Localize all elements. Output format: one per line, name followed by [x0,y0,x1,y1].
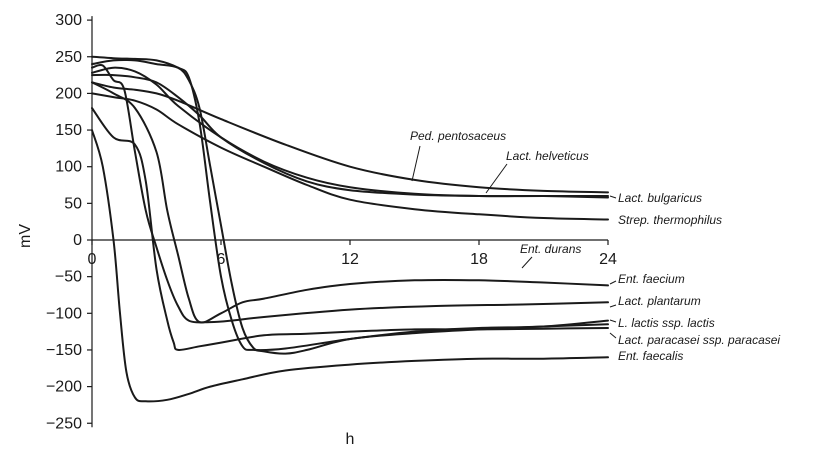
series-label-strep-thermophilus: Strep. thermophilus [618,213,722,227]
leader-line-ent-durans [521,256,533,269]
y-tick-label: −50 [55,269,82,286]
series-label-lact-helveticus: Lact. helveticus [506,149,589,163]
series-label-ent-faecium: Ent. faecium [618,272,685,286]
leader-line-lact-plantarum [609,304,617,308]
series-label-ent-durans: Ent. durans [520,242,581,256]
x-tick-label: 6 [217,251,226,268]
leader-line-ent-faecium [609,280,617,285]
y-tick-label: 50 [64,195,82,212]
y-tick-label: 150 [55,122,82,139]
y-tick-label: 0 [73,232,82,249]
series-line-strep-thermophilus [91,92,609,221]
y-tick-label: −200 [46,379,82,396]
series-label-ped-pentosaceus: Ped. pentosaceus [410,129,506,143]
series-line-l-lactis-ssp-lactis [91,55,609,352]
series-line-ent-faecalis [91,129,609,403]
series-line-lact-paracasei-ssp-paracasei [91,107,609,351]
leader-line-l-lactis-ssp-lactis [609,319,617,323]
x-tick-label: 18 [470,251,488,268]
series-label-lact-bulgaricus: Lact. bulgaricus [618,191,702,205]
y-tick-label: 100 [55,159,82,176]
series-label-lact-paracasei-ssp-paracasei: Lact. paracasei ssp. paracasei [618,333,780,347]
series-label-lact-plantarum: Lact. plantarum [618,294,701,308]
leader-line-lact-helveticus [485,163,508,194]
series-line-ent-faecium [91,81,609,324]
y-axis-label: mV [17,224,34,248]
y-tick-label: −100 [46,305,82,322]
series-curves [91,55,609,403]
x-tick-label: 0 [88,251,97,268]
y-tick-label: −250 [46,415,82,432]
leader-line-lact-paracasei-ssp-paracasei [609,332,617,339]
leader-line-lact-bulgaricus [609,195,617,199]
series-label-l-lactis-ssp-lactis: L. lactis ssp. lactis [618,316,715,330]
axes: 300 250 200 150 100 50 0 −50 −100 −150 −200 −250 0 6 1… [46,12,617,432]
series-line-ped-pentosaceus [91,81,609,194]
series-line-lact-bulgaricus [91,66,609,199]
x-tick-label: 12 [341,251,359,268]
series-line-lact-helveticus [91,73,609,198]
series-line-lact-plantarum [91,58,609,355]
series-label-ent-faecalis: Ent. faecalis [618,349,683,363]
y-tick-label: 200 [55,85,82,102]
x-tick-label: 24 [599,251,617,268]
x-axis-label: h [346,431,355,448]
leader-line-ped-pentosaceus [411,145,421,182]
series-line-ent-durans [91,63,609,324]
y-tick-label: 250 [55,49,82,66]
y-tick-label: −150 [46,342,82,359]
y-tick-label: 300 [55,12,82,29]
